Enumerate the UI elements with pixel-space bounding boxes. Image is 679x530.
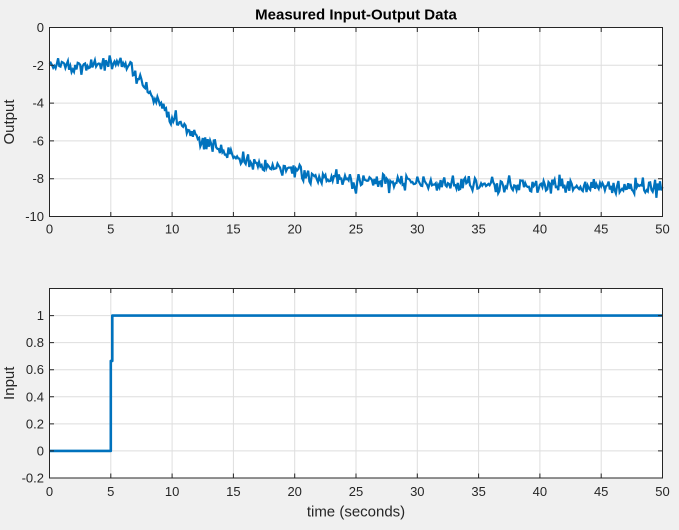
svg-text:20: 20 xyxy=(287,222,301,237)
svg-text:Measured Input-Output Data: Measured Input-Output Data xyxy=(255,7,457,24)
svg-text:0.6: 0.6 xyxy=(26,362,44,377)
svg-text:0.2: 0.2 xyxy=(26,416,44,431)
svg-text:30: 30 xyxy=(410,484,424,499)
svg-text:50: 50 xyxy=(655,484,669,499)
svg-text:Output: Output xyxy=(1,99,18,145)
svg-text:35: 35 xyxy=(471,222,485,237)
svg-text:40: 40 xyxy=(533,222,547,237)
svg-text:30: 30 xyxy=(410,222,424,237)
svg-text:time (seconds): time (seconds) xyxy=(307,504,405,521)
svg-text:5: 5 xyxy=(107,484,114,499)
svg-text:5: 5 xyxy=(107,222,114,237)
svg-text:-0.2: -0.2 xyxy=(22,471,44,486)
svg-text:0: 0 xyxy=(37,443,44,458)
svg-text:-6: -6 xyxy=(32,133,44,148)
svg-text:25: 25 xyxy=(349,222,363,237)
svg-text:0: 0 xyxy=(46,484,53,499)
svg-text:0.8: 0.8 xyxy=(26,335,44,350)
svg-text:25: 25 xyxy=(349,484,363,499)
svg-text:45: 45 xyxy=(594,222,608,237)
svg-text:50: 50 xyxy=(655,222,669,237)
svg-text:Input: Input xyxy=(1,366,18,400)
svg-text:-10: -10 xyxy=(25,209,44,224)
svg-text:15: 15 xyxy=(226,222,240,237)
svg-text:-4: -4 xyxy=(32,96,44,111)
svg-text:0: 0 xyxy=(37,20,44,35)
svg-text:1: 1 xyxy=(37,308,44,323)
svg-text:-2: -2 xyxy=(32,58,44,73)
svg-text:0.4: 0.4 xyxy=(26,389,44,404)
svg-text:20: 20 xyxy=(287,484,301,499)
svg-text:40: 40 xyxy=(533,484,547,499)
svg-text:35: 35 xyxy=(471,484,485,499)
svg-text:10: 10 xyxy=(165,222,179,237)
svg-text:45: 45 xyxy=(594,484,608,499)
svg-text:0: 0 xyxy=(46,222,53,237)
svg-text:15: 15 xyxy=(226,484,240,499)
svg-text:-8: -8 xyxy=(32,171,44,186)
svg-text:10: 10 xyxy=(165,484,179,499)
